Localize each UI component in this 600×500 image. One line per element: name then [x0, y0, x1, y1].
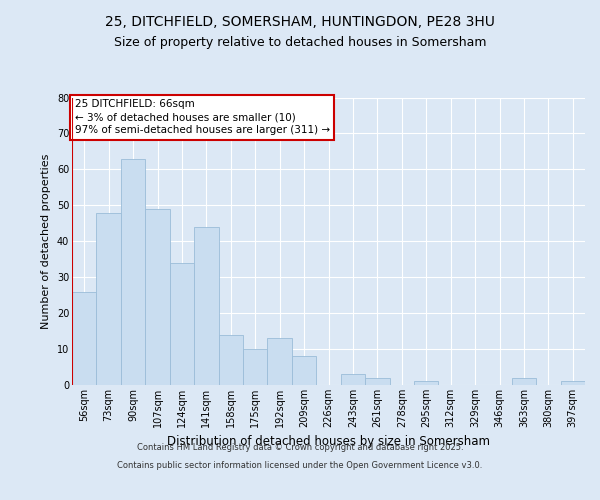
- Bar: [243, 349, 268, 385]
- Bar: [365, 378, 389, 385]
- Text: Contains HM Land Registry data © Crown copyright and database right 2025.: Contains HM Land Registry data © Crown c…: [137, 443, 463, 452]
- Text: 25, DITCHFIELD, SOMERSHAM, HUNTINGDON, PE28 3HU: 25, DITCHFIELD, SOMERSHAM, HUNTINGDON, P…: [105, 16, 495, 30]
- Text: Contains public sector information licensed under the Open Government Licence v3: Contains public sector information licen…: [118, 460, 482, 469]
- X-axis label: Distribution of detached houses by size in Somersham: Distribution of detached houses by size …: [167, 436, 490, 448]
- Bar: [560, 382, 585, 385]
- Bar: [218, 334, 243, 385]
- Bar: [145, 209, 170, 385]
- Text: Size of property relative to detached houses in Somersham: Size of property relative to detached ho…: [114, 36, 486, 49]
- Bar: [97, 212, 121, 385]
- Bar: [121, 158, 145, 385]
- Bar: [268, 338, 292, 385]
- Text: 25 DITCHFIELD: 66sqm
← 3% of detached houses are smaller (10)
97% of semi-detach: 25 DITCHFIELD: 66sqm ← 3% of detached ho…: [74, 99, 329, 136]
- Bar: [512, 378, 536, 385]
- Bar: [414, 382, 439, 385]
- Bar: [170, 263, 194, 385]
- Bar: [341, 374, 365, 385]
- Bar: [72, 292, 97, 385]
- Y-axis label: Number of detached properties: Number of detached properties: [41, 154, 51, 329]
- Bar: [292, 356, 316, 385]
- Bar: [194, 227, 218, 385]
